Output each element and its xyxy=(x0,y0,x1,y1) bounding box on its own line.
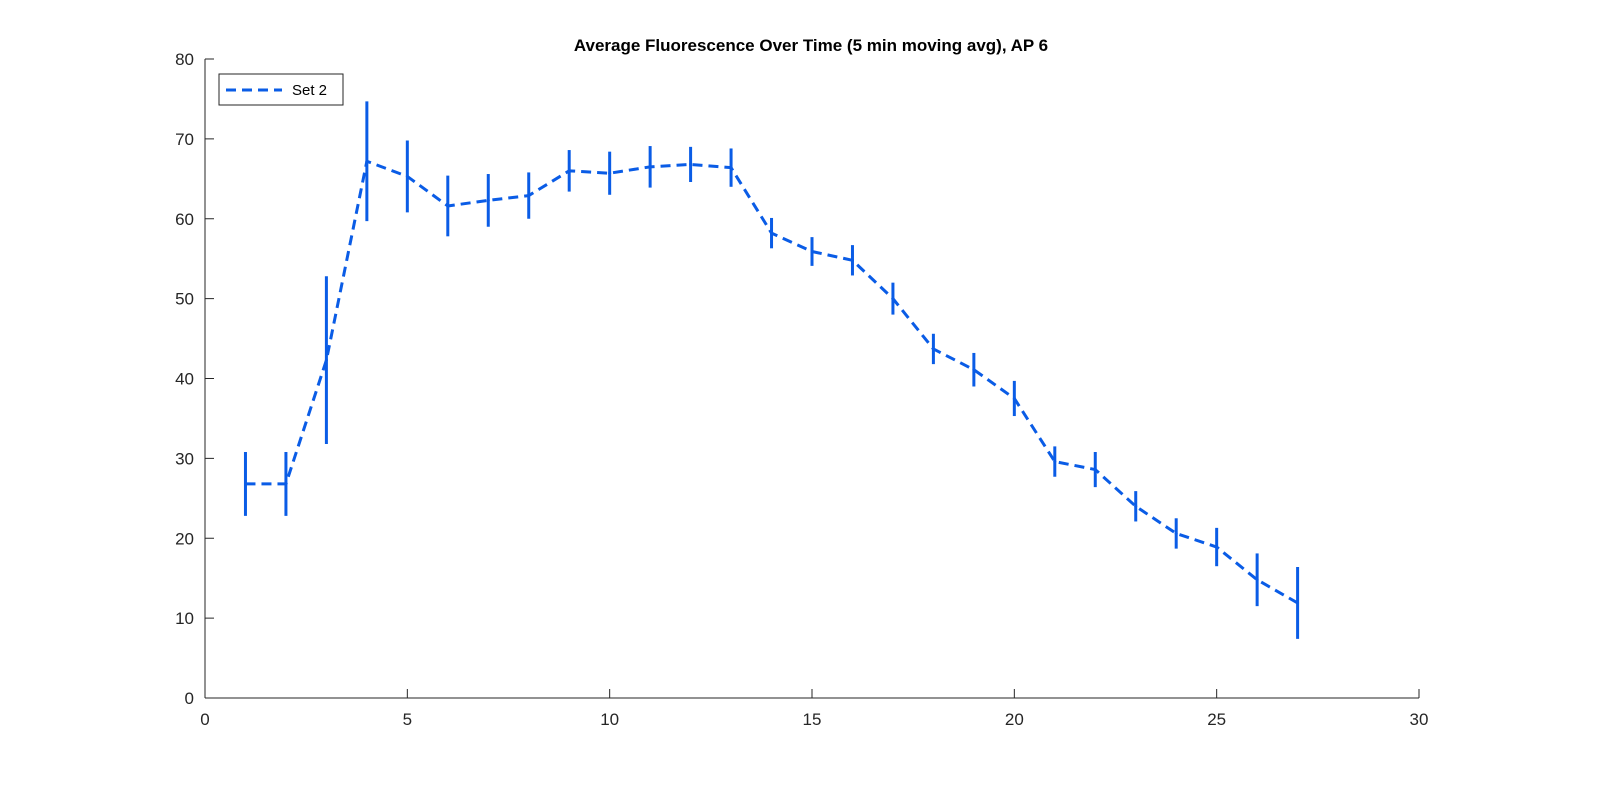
data-point xyxy=(770,231,774,235)
y-tick-label: 40 xyxy=(175,370,194,389)
data-point xyxy=(284,482,288,486)
plot-area: 0 5 10 15 20 25 30 0 10 20 30 40 50 60 70 80 xyxy=(175,50,1428,729)
data-point xyxy=(1174,531,1178,535)
data-point xyxy=(1093,468,1097,472)
x-tick-label: 25 xyxy=(1207,710,1226,729)
legend: Set 2 xyxy=(218,73,344,106)
data-point xyxy=(931,347,935,351)
data-point xyxy=(1215,545,1219,549)
x-tick-label: 5 xyxy=(403,710,412,729)
data-point xyxy=(1296,601,1300,605)
y-tick-label: 10 xyxy=(175,609,194,628)
data-point xyxy=(567,169,571,173)
x-tick-label: 10 xyxy=(600,710,619,729)
data-point xyxy=(689,162,693,166)
data-point xyxy=(446,204,450,208)
data-point xyxy=(405,174,409,178)
data-point xyxy=(729,166,733,170)
data-point xyxy=(243,482,247,486)
data-point xyxy=(1255,578,1259,582)
y-tick-label: 0 xyxy=(185,689,194,708)
y-tick-label: 60 xyxy=(175,210,194,229)
x-tick-label: 20 xyxy=(1005,710,1024,729)
data-point xyxy=(324,358,328,362)
data-point xyxy=(1053,460,1057,464)
chart-title: Average Fluorescence Over Time (5 min mo… xyxy=(574,36,1048,55)
data-point xyxy=(850,258,854,262)
data-point xyxy=(486,198,490,202)
data-point xyxy=(891,297,895,301)
x-tick-label: 15 xyxy=(803,710,822,729)
data-point xyxy=(648,165,652,169)
legend-label: Set 2 xyxy=(292,82,327,99)
y-tick-label: 70 xyxy=(175,130,194,149)
x-tick-label: 30 xyxy=(1410,710,1429,729)
data-point xyxy=(1012,396,1016,400)
y-tick-label: 20 xyxy=(175,529,194,548)
data-point xyxy=(365,159,369,163)
data-point xyxy=(810,249,814,253)
y-tick-label: 80 xyxy=(175,50,194,69)
data-point xyxy=(527,194,531,198)
y-tick-label: 30 xyxy=(175,449,194,468)
data-point xyxy=(1134,504,1138,508)
data-point xyxy=(972,368,976,372)
y-tick-label: 50 xyxy=(175,290,194,309)
x-tick-label: 0 xyxy=(200,710,209,729)
data-point xyxy=(608,171,612,175)
